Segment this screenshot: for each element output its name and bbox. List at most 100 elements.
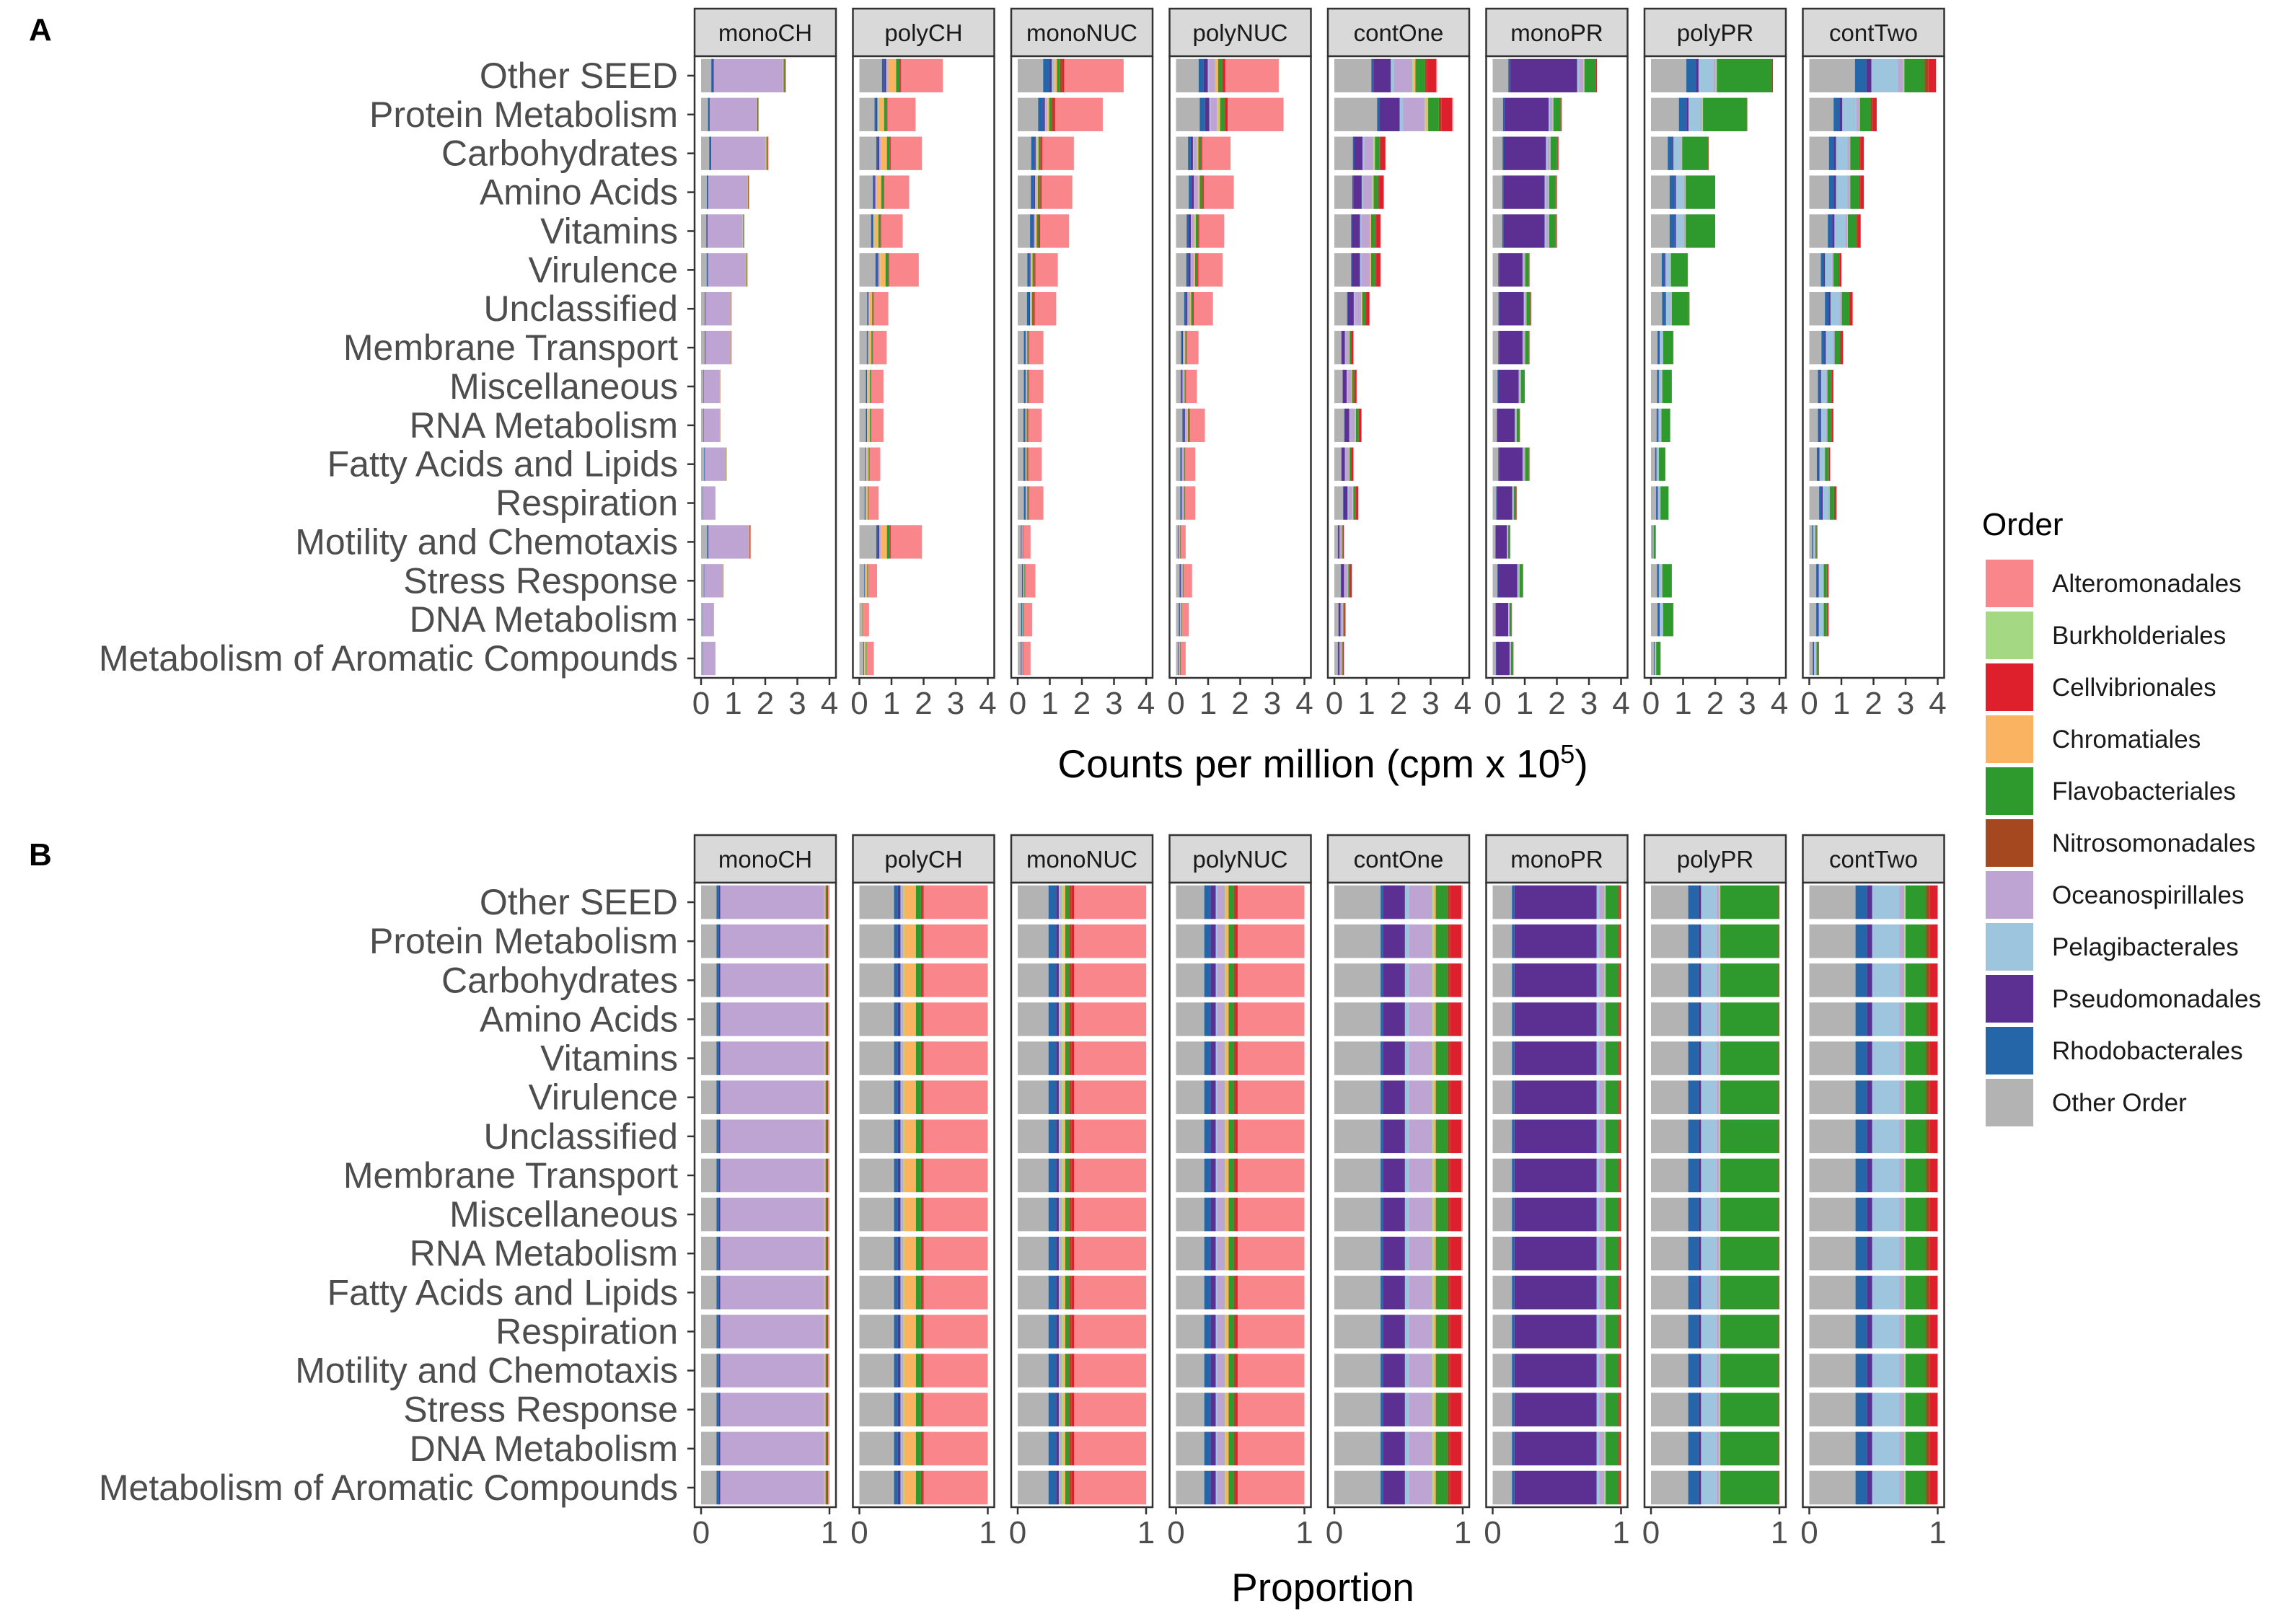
- bar-segment-chromatiales: [1184, 330, 1186, 365]
- bar-segment-other-order: [1018, 1197, 1049, 1232]
- bar-segment-other-order: [1809, 924, 1856, 958]
- bar-segment-cellvibrionales: [1071, 924, 1075, 958]
- bar-segment-nitrosomonadales: [1233, 1002, 1236, 1036]
- bar-segment-other-order: [1176, 1002, 1205, 1036]
- bar-segment-pelagibacterales: [1404, 1393, 1409, 1426]
- bar-segment-rhodobacterales: [1048, 963, 1057, 997]
- bar-segment-rhodobacterales: [1669, 175, 1675, 209]
- bar-segment-oceanospirillales: [1393, 58, 1413, 93]
- bar-segment-nitrosomonadales: [1233, 1041, 1236, 1075]
- bar-segment-pseudomonadales: [718, 1119, 721, 1154]
- bar-segment-oceanospirillales: [1182, 486, 1184, 520]
- bar-segment-burkholderiales: [1215, 58, 1217, 93]
- bar-segment-rhodobacterales: [1688, 1080, 1699, 1114]
- bar-segment-pseudomonadales: [718, 1470, 721, 1505]
- bar-segment-rhodobacterales: [1371, 58, 1374, 93]
- bar-segment-flavobacteriales: [1024, 564, 1025, 598]
- bar-segment-cellvibrionales: [1198, 214, 1199, 248]
- bar-segment-oceanospirillales: [703, 603, 714, 637]
- bar-segment-pseudomonadales: [897, 924, 901, 958]
- bar-segment-rhodobacterales: [1688, 924, 1699, 958]
- bar-segment-oceanospirillales: [1409, 1315, 1432, 1349]
- bar-segment-flavobacteriales: [1717, 58, 1772, 93]
- category-label: Metabolism of Aromatic Compounds: [99, 1468, 678, 1508]
- bar-segment-other-order: [1651, 1354, 1688, 1387]
- bar-segment-chromatiales: [1184, 369, 1185, 404]
- bar-segment-cellvibrionales: [900, 58, 902, 93]
- bar-segment-other-order: [1018, 369, 1024, 404]
- bar-segment-flavobacteriales: [870, 369, 871, 404]
- bar-segment-alteromonadales: [923, 1158, 988, 1193]
- bar-segment-burkholderiales: [1670, 253, 1671, 287]
- bar-segment-nitrosomonadales: [1926, 1431, 1930, 1466]
- facet-border: [1168, 881, 1312, 1509]
- x-axis-title-a-sup: 5: [1560, 739, 1575, 769]
- bar-segment-burkholderiales: [1225, 1080, 1226, 1114]
- bar-segment-rhodobacterales: [894, 963, 898, 997]
- bar-segment-flavobacteriales: [1850, 136, 1859, 170]
- bar-segment-alteromonadales: [1074, 1197, 1146, 1232]
- bar-segment-flavobacteriales: [1720, 1276, 1779, 1310]
- bar-segment-cellvibrionales: [1619, 1197, 1621, 1232]
- bar-segment-other-order: [1334, 963, 1381, 997]
- bar-segment-chromatiales: [868, 330, 872, 365]
- bar-segment-chromatiales: [1425, 97, 1429, 131]
- bar-segment-oceanospirillales: [1599, 1158, 1605, 1193]
- bar-segment-pseudomonadales: [718, 1158, 721, 1193]
- bar-segment-rhodobacterales: [711, 58, 713, 93]
- bar-segment-rhodobacterales: [1855, 1470, 1867, 1505]
- bar-segment-other-order: [701, 1470, 717, 1505]
- bar-segment-cellvibrionales: [1352, 330, 1354, 365]
- bar-segment-rhodobacterales: [1828, 175, 1834, 209]
- bar-segment-pseudomonadales: [1181, 486, 1182, 520]
- bar-segment-cellvibrionales: [922, 1080, 924, 1114]
- bar-segment-burkholderiales: [887, 58, 889, 93]
- bar-segment-alteromonadales: [1198, 253, 1223, 287]
- bar-segment-oceanospirillales: [1355, 292, 1362, 326]
- bar-segment-flavobacteriales: [1415, 58, 1425, 93]
- bar-segment-burkholderiales: [1904, 1158, 1906, 1193]
- bar-segment-nitrosomonadales: [920, 885, 923, 919]
- bar-segment-pelagibacterales: [1830, 292, 1840, 326]
- bar-segment-rhodobacterales: [1204, 1119, 1211, 1154]
- bar-segment-nitrosomonadales: [1069, 1276, 1072, 1310]
- bar-segment-pseudomonadales: [1184, 408, 1185, 442]
- bar-segment-rhodobacterales: [866, 408, 867, 442]
- bar-segment-chromatiales: [1194, 253, 1195, 287]
- bar-segment-flavobacteriales: [1065, 924, 1070, 958]
- bar-segment-flavobacteriales: [1606, 1315, 1619, 1349]
- bar-segment-alteromonadales: [1074, 963, 1146, 997]
- bar-segment-pseudomonadales: [1495, 525, 1507, 559]
- facet-strip-label: polyPR: [1677, 19, 1753, 46]
- bar-segment-chromatiales: [1062, 1158, 1065, 1193]
- bar-segment-other-order: [1651, 97, 1679, 131]
- facet-strip: [1010, 834, 1154, 884]
- bar-segment-burkholderiales: [1425, 97, 1426, 131]
- bar-segment-pelagibacterales: [1818, 564, 1823, 598]
- bar-segment-rhodobacterales: [894, 924, 898, 958]
- bar-segment-chromatiales: [1047, 97, 1049, 131]
- bar-segment-cellvibrionales: [922, 1276, 924, 1310]
- bar-segment-nitrosomonadales: [1778, 1354, 1779, 1387]
- bar-segment-nitrosomonadales: [1926, 1197, 1930, 1232]
- category-label: Membrane Transport: [343, 327, 678, 368]
- bar-segment-rhodobacterales: [716, 1470, 719, 1505]
- bar-segment-alteromonadales: [923, 1393, 988, 1426]
- bar-segment-alteromonadales: [828, 1002, 829, 1036]
- bar-segment-pelagibacterales: [1044, 97, 1046, 131]
- bar-segment-other-order: [859, 1470, 894, 1505]
- bar-segment-rhodobacterales: [706, 253, 708, 287]
- bar-segment-flavobacteriales: [1525, 253, 1529, 287]
- bar-segment-flavobacteriales: [1671, 292, 1689, 326]
- bar-segment-nitrosomonadales: [1618, 1276, 1620, 1310]
- bar-segment-pseudomonadales: [1379, 97, 1400, 131]
- bar-segment-nitrosomonadales: [1069, 1315, 1072, 1349]
- bar-segment-cellvibrionales: [1619, 1080, 1621, 1114]
- bar-segment-oceanospirillales: [1716, 885, 1720, 919]
- bar-segment-oceanospirillales: [1403, 97, 1425, 131]
- bar-segment-other-order: [1018, 1470, 1049, 1505]
- bar-segment-flavobacteriales: [1906, 1119, 1927, 1154]
- bar-segment-pseudomonadales: [1056, 924, 1059, 958]
- bar-segment-pelagibacterales: [1820, 369, 1826, 404]
